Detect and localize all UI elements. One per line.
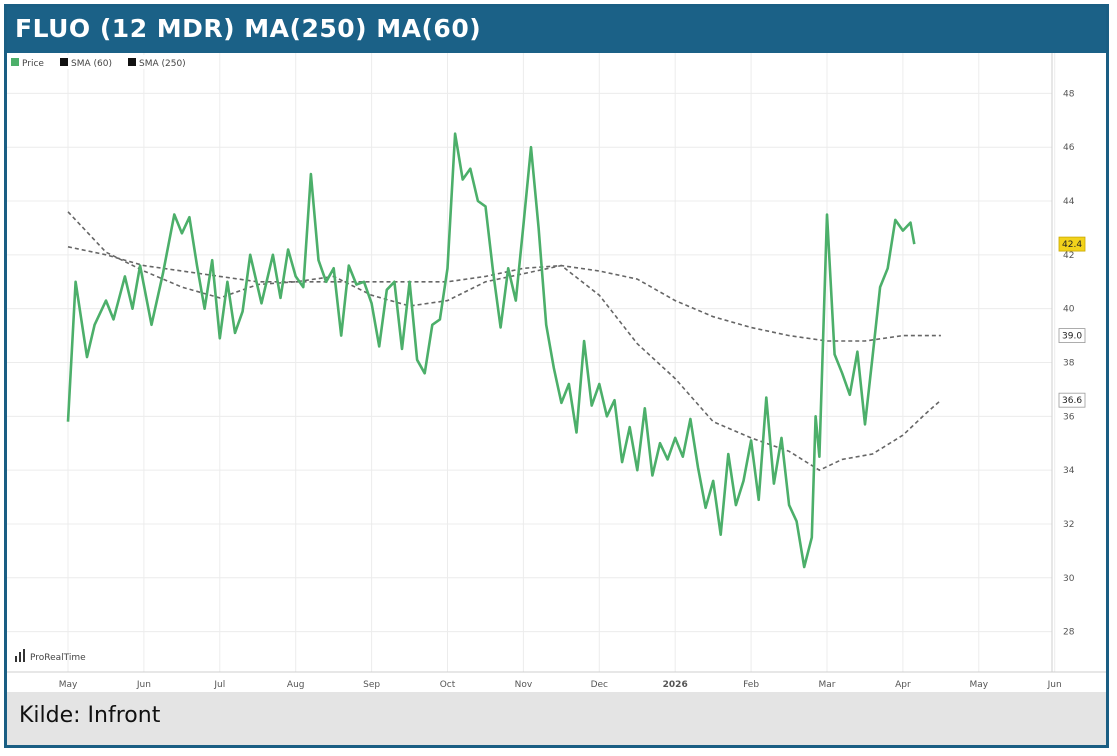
y-tick-label: 40 bbox=[1063, 305, 1075, 315]
x-tick-label: Jun bbox=[1047, 680, 1062, 690]
x-axis-ticks: May Jun Jul Aug Sep Oct Nov Dec 2026 Feb Mar Apr May… bbox=[59, 680, 1062, 690]
y-tick-label: 28 bbox=[1063, 628, 1075, 638]
y-tick-label: 32 bbox=[1063, 520, 1074, 530]
legend-swatch-sma250 bbox=[128, 58, 136, 66]
y-tick-label: 46 bbox=[1063, 143, 1075, 153]
last-value-badges: 42.4 39.0 36.6 bbox=[1058, 236, 1086, 408]
legend-label-price: Price bbox=[22, 59, 44, 69]
x-tick-label: Feb bbox=[743, 680, 759, 690]
x-tick-label: Nov bbox=[515, 680, 533, 690]
legend-label-sma250: SMA (250) bbox=[139, 59, 186, 69]
watermark-logo-bar-2 bbox=[19, 652, 21, 662]
watermark: ProRealTime bbox=[15, 649, 86, 663]
x-tick-label: Aug bbox=[287, 680, 305, 690]
grid bbox=[7, 53, 1056, 672]
sma60-last-badge-text: 36.6 bbox=[1062, 396, 1082, 406]
price-chart: 28 30 32 34 36 38 40 42 44 46 48 May Jun Jul Aug Sep Oc… bbox=[7, 53, 1106, 692]
y-axis-ticks: 28 30 32 34 36 38 40 42 44 46 48 bbox=[1063, 89, 1075, 637]
price-line bbox=[66, 132, 916, 569]
x-tick-label: Sep bbox=[363, 680, 380, 690]
x-tick-label: Mar bbox=[819, 680, 836, 690]
sma250-last-badge bbox=[1058, 328, 1086, 343]
y-tick-label: 42 bbox=[1063, 251, 1074, 261]
sma250-last-badge-text: 39.0 bbox=[1062, 332, 1082, 342]
source-label: Kilde: Infront bbox=[19, 703, 161, 728]
legend-swatch-sma60 bbox=[60, 58, 68, 66]
source-bar: Kilde: Infront bbox=[7, 692, 1106, 745]
x-tick-label: Dec bbox=[591, 680, 608, 690]
price-last-badge-text: 42.4 bbox=[1062, 240, 1082, 250]
legend: Price SMA (60) SMA (250) bbox=[9, 55, 214, 69]
x-tick-label: May bbox=[59, 680, 78, 690]
y-tick-label: 48 bbox=[1063, 89, 1075, 99]
x-tick-label: 2026 bbox=[663, 680, 688, 690]
x-tick-label: Apr bbox=[895, 680, 911, 690]
y-tick-label: 34 bbox=[1063, 466, 1075, 476]
y-tick-label: 38 bbox=[1063, 359, 1075, 369]
legend-label-sma60: SMA (60) bbox=[71, 59, 112, 69]
y-tick-label: 44 bbox=[1063, 197, 1075, 207]
chart-area: 28 30 32 34 36 38 40 42 44 46 48 May Jun Jul Aug Sep Oc… bbox=[7, 53, 1106, 692]
watermark-logo-bar-1 bbox=[15, 656, 17, 662]
chart-title: FLUO (12 MDR) MA(250) MA(60) bbox=[15, 14, 482, 43]
y-tick-label: 30 bbox=[1063, 574, 1075, 584]
price-line-group bbox=[66, 132, 916, 569]
y-tick-label: 36 bbox=[1063, 412, 1075, 422]
x-tick-label: Jul bbox=[213, 680, 225, 690]
watermark-logo-bar-3 bbox=[23, 649, 25, 662]
watermark-text: ProRealTime bbox=[30, 653, 86, 663]
title-bar: FLUO (12 MDR) MA(250) MA(60) bbox=[7, 7, 1106, 53]
x-tick-label: Oct bbox=[440, 680, 456, 690]
x-tick-label: May bbox=[969, 680, 988, 690]
legend-swatch-price bbox=[11, 58, 19, 66]
x-tick-label: Jun bbox=[136, 680, 151, 690]
plot-background bbox=[7, 53, 1106, 692]
price-last-badge bbox=[1058, 236, 1086, 252]
sma60-last-badge bbox=[1058, 392, 1086, 408]
chart-frame: FLUO (12 MDR) MA(250) MA(60) 28 30 32 34 36 3… bbox=[4, 4, 1109, 748]
